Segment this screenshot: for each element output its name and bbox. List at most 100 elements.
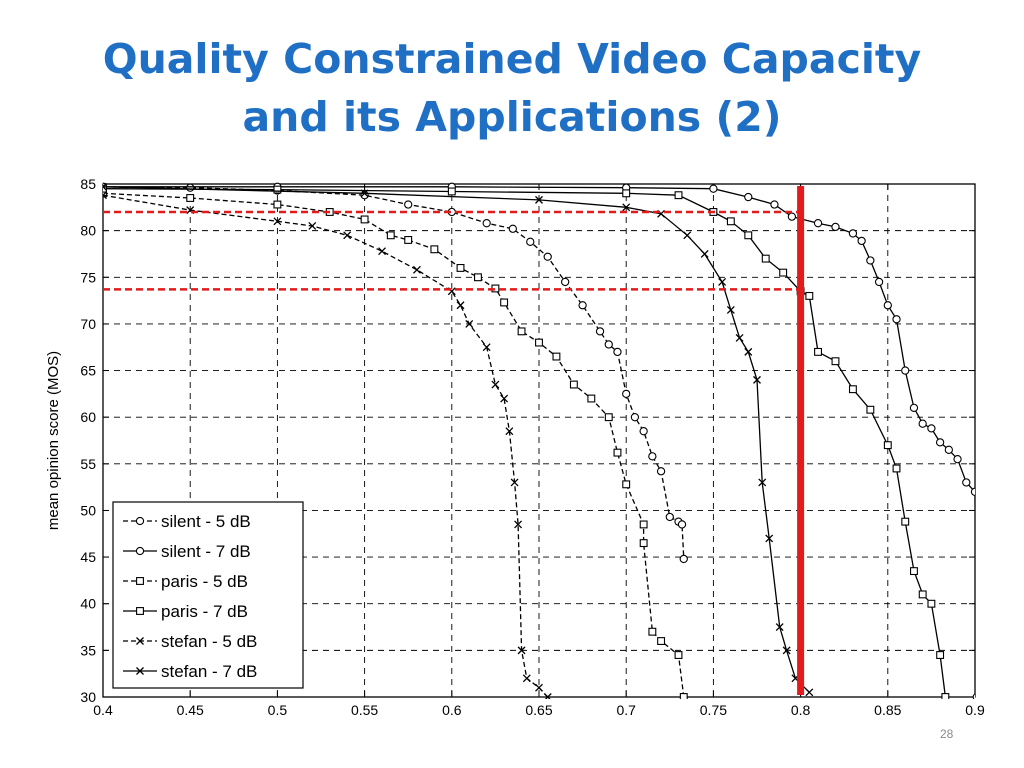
data-point [308,222,317,230]
data-point [866,256,875,265]
data-point [639,427,648,436]
data-point [535,195,543,204]
data-point [674,191,683,200]
data-point [761,254,770,263]
data-point [482,343,491,352]
data-point [587,394,596,403]
x-tick-label: 0.5 [268,702,288,718]
slide-title-line-2: and its Applications (2) [242,93,782,141]
y-tick-label: 60 [80,409,96,425]
x-tick-label: 0.85 [874,702,901,718]
x-tick-label: 0.4 [93,702,113,718]
data-point [404,200,413,209]
data-point [910,567,918,576]
legend-label: stefan - 7 dB [161,662,257,681]
y-tick-label: 40 [80,596,96,612]
data-point [770,200,779,209]
data-point [412,265,421,274]
data-point [927,599,936,608]
data-point [517,646,526,655]
y-tick-label: 35 [80,642,96,658]
data-point [648,627,657,636]
data-point [744,192,753,202]
data-point [595,327,605,336]
data-point [944,445,953,454]
data-point [482,219,491,228]
data-point [500,394,509,403]
legend-item: silent - 7 dB [123,542,251,561]
data-point [683,231,692,240]
data-point [779,268,788,277]
legend: silent - 5 dB silent - 7 dB paris - 5 dB pa… [112,501,304,689]
data-point [805,291,814,300]
data-point [718,277,727,286]
x-tick-label: 0.65 [525,702,552,718]
data-point [186,194,195,202]
data-point [447,187,456,196]
slide-title-line-1: Quality Constrained Video Capacity [102,35,922,83]
data-point [622,389,631,399]
data-point [677,520,687,529]
data-point [543,693,552,699]
data-point [857,236,866,246]
page-number: 28 [940,727,954,741]
data-point [962,478,971,487]
legend-item: stefan - 7 dB [123,662,257,681]
data-point [679,693,688,699]
data-point [273,185,282,194]
data-point [918,419,927,428]
data-point [744,347,753,356]
data-point [726,217,735,226]
data-point [543,252,552,261]
data-point [787,212,797,221]
data-point [552,352,561,361]
series-stefan-5-db [103,191,552,699]
data-point [103,182,107,191]
data-point [639,539,648,548]
series-line [103,186,685,560]
data-point [972,693,975,699]
data-point [622,189,631,198]
data-point [656,467,666,476]
data-point [848,385,857,394]
data-point [343,231,352,240]
data-point [622,203,631,212]
data-point [386,231,395,240]
data-point [744,231,753,240]
x-tick-label: 0.75 [700,702,727,718]
data-point [700,249,709,258]
x-tick-label: 0.8 [791,702,811,718]
data-point [505,427,514,436]
data-point [613,347,622,357]
data-point [360,215,369,224]
legend-item: stefan - 5 dB [123,632,257,651]
legend-box [112,501,304,689]
x-tick-label: 0.55 [351,702,378,718]
y-tick-label: 30 [80,689,96,705]
series-line [103,194,549,698]
data-point [674,651,683,659]
data-point [561,277,570,287]
data-point [186,183,195,192]
data-point [491,380,500,389]
legend-marker [136,607,144,615]
data-point [765,534,774,543]
legend-marker [136,577,144,585]
data-point [753,375,761,384]
data-point [805,688,814,697]
data-point [456,301,465,310]
data-point [378,247,386,256]
y-tick-label: 70 [80,316,96,332]
data-point [831,222,840,232]
legend-marker [135,516,145,526]
data-point [569,380,578,389]
y-tick-label: 55 [80,456,96,472]
data-point [604,413,613,422]
legend-label: silent - 7 dB [161,542,251,561]
data-point [909,403,919,413]
y-tick-label: 50 [80,502,96,518]
data-point [648,452,657,461]
y-tick-label: 80 [80,223,96,239]
series-paris-5-db [103,189,688,699]
data-point [679,554,688,564]
